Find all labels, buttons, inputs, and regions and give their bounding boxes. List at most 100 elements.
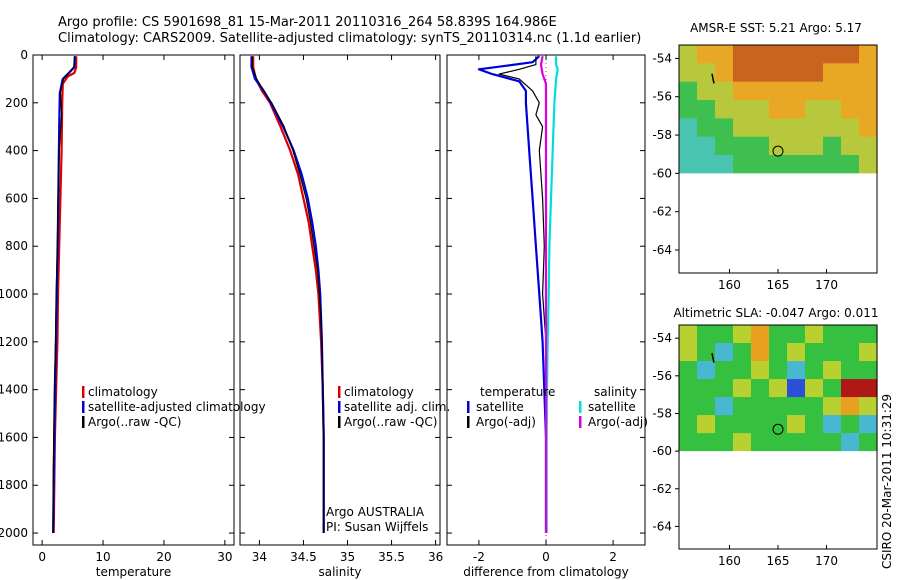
sst-field-cell <box>823 100 842 119</box>
sst-field-cell <box>697 136 716 156</box>
temperature-legend-label: climatology <box>88 385 158 399</box>
sla-field-cell <box>751 397 770 416</box>
temperature-legend-label: satellite-adjusted climatology <box>88 400 266 414</box>
sla-field-cell <box>751 415 770 434</box>
sst-field-cell <box>823 81 842 101</box>
sla-field-cell <box>841 379 860 398</box>
salinity-series-satellite <box>250 56 325 533</box>
sst-field-cell <box>823 155 842 174</box>
sst-field-cell <box>805 136 824 156</box>
sst-field-cell <box>769 100 788 119</box>
sla-field-cell <box>751 343 770 362</box>
sla-field-cell <box>769 433 788 452</box>
temperature-legend-swatch <box>82 401 85 413</box>
sla-field-cell <box>751 433 770 452</box>
sst-field-cell <box>859 81 878 101</box>
sla-ytick-label: -62 <box>652 482 672 496</box>
sst-field-cell <box>841 45 860 64</box>
sla-field-cell <box>787 397 806 416</box>
sla-field-cell <box>805 343 824 362</box>
sst-field-cell <box>841 155 860 174</box>
difference-legend-swatch <box>579 416 582 428</box>
salinity-xtick-label: 36 <box>428 550 443 564</box>
depth-tick-label: 0 <box>20 48 28 62</box>
sla-field-cell <box>715 397 734 416</box>
sst-island-mark <box>711 73 715 84</box>
difference-legend: temperaturesatelliteArgo(-adj)salinitysa… <box>467 385 648 429</box>
sst-field-cell <box>715 81 734 101</box>
sla-argo-marker <box>772 423 784 435</box>
sst-field-cell <box>697 63 716 83</box>
sst-no-data-area <box>679 173 877 273</box>
salinity-series-climatology <box>252 56 325 533</box>
sst-xtick-label: 170 <box>815 278 838 292</box>
sst-ytick-label: -60 <box>652 166 672 180</box>
sst-field-cell <box>715 100 734 119</box>
sla-ytick-label: -64 <box>652 519 672 533</box>
difference-legend-swatch <box>467 401 470 413</box>
sst-field-cell <box>823 136 842 156</box>
temperature-profile-panel: 0 10 20 30 temperature climatologysatellite-a… <box>32 54 266 579</box>
sst-field-cell <box>787 81 806 101</box>
sla-field-cell <box>841 361 860 380</box>
sst-field-cell <box>715 136 734 156</box>
sst-field-cell <box>733 63 752 83</box>
sst-field-cell <box>823 45 842 64</box>
sst-field-cell <box>679 81 698 101</box>
salinity-xtick-label: 35.5 <box>378 550 405 564</box>
difference-series-salinity-satellite <box>545 56 559 533</box>
temperature-xlabel: temperature <box>96 565 171 579</box>
sst-field-cell <box>769 63 788 83</box>
temperature-xtick-label: 0 <box>38 550 46 564</box>
sst-field-cell <box>787 118 806 138</box>
salinity-plot-frame <box>239 54 441 546</box>
sst-field-cell <box>679 155 698 174</box>
sla-field-cell <box>805 397 824 416</box>
difference-legend-label: salinity <box>594 385 637 399</box>
sla-field-cell <box>823 325 842 344</box>
difference-xtick-label: -2 <box>473 550 485 564</box>
sst-field-cell <box>859 100 878 119</box>
salinity-xtick-label: 34 <box>252 550 267 564</box>
temperature-legend-swatch <box>82 416 85 428</box>
salinity-xtick-label: 34.5 <box>290 550 317 564</box>
sst-field-cell <box>751 118 770 138</box>
salinity-profile-panel: 34 34.5 35 35.5 36 salinity climatologysatelli… <box>239 54 450 579</box>
temperature-series-argo <box>52 56 75 533</box>
sla-field-cell <box>805 325 824 344</box>
depth-tick-label: 1400 <box>0 383 28 397</box>
sla-field-cell <box>841 325 860 344</box>
sla-field-cell <box>751 379 770 398</box>
temperature-plot-frame <box>32 54 235 546</box>
sla-field-cell <box>787 433 806 452</box>
sst-field-cell <box>805 100 824 119</box>
sla-field-cell <box>715 415 734 434</box>
temperature-xtick-label: 20 <box>156 550 171 564</box>
sst-field-cell <box>697 81 716 101</box>
sst-field-cell <box>733 45 752 64</box>
sla-field-cell <box>823 343 842 362</box>
difference-legend-label: satellite <box>476 400 524 414</box>
sla-field-cell <box>715 343 734 362</box>
sla-field-cell <box>787 361 806 380</box>
sst-field-cell <box>805 155 824 174</box>
sla-xtick-label: 160 <box>718 554 741 568</box>
difference-legend-swatch <box>579 401 582 413</box>
sst-field <box>679 45 878 174</box>
salinity-annotation-line: Argo AUSTRALIA <box>326 505 425 519</box>
sst-field-cell <box>787 155 806 174</box>
sla-field-cell <box>859 343 878 362</box>
sst-xtick-label: 160 <box>718 278 741 292</box>
sla-field-cell <box>841 433 860 452</box>
sla-field-cell <box>841 415 860 434</box>
sla-ytick-label: -60 <box>652 444 672 458</box>
difference-legend-label: Argo(-adj) <box>476 415 536 429</box>
temperature-legend-label: Argo(..raw -QC) <box>88 415 181 429</box>
sla-field-cell <box>859 397 878 416</box>
sla-ytick-label: -54 <box>652 331 672 345</box>
sst-field-cell <box>769 118 788 138</box>
sst-field-cell <box>679 63 698 83</box>
